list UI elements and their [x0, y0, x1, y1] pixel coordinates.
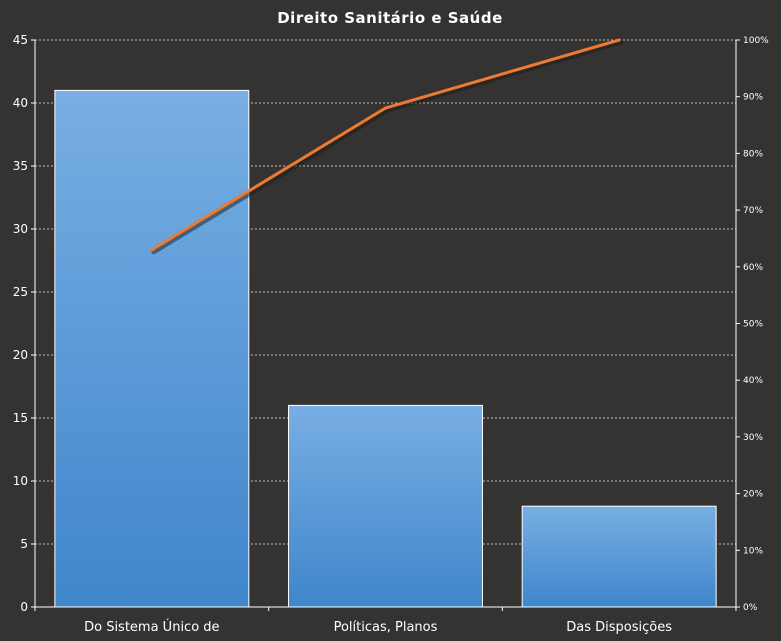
y2-tick-label: 10%	[743, 546, 763, 556]
y-tick-label: 30	[13, 222, 28, 236]
y2-tick-label: 30%	[743, 433, 763, 443]
y2-tick-label: 60%	[743, 263, 763, 273]
bar	[54, 89, 250, 608]
y-tick-label: 5	[20, 537, 28, 551]
line-point	[150, 248, 154, 252]
y-tick-label: 40	[13, 96, 28, 110]
line-shadow	[151, 39, 624, 255]
y-tick-label: 15	[13, 411, 28, 425]
y2-tick-label: 70%	[743, 206, 763, 216]
line-point	[617, 38, 621, 42]
bar	[288, 404, 483, 608]
y2-tick-label: 20%	[743, 490, 763, 500]
category-label: Políticas, Planos	[334, 620, 438, 635]
axes	[31, 39, 740, 611]
y-tick-label: 35	[13, 159, 28, 173]
category-label: Das Disposições	[566, 620, 672, 635]
y2-tick-label: 100%	[743, 36, 769, 46]
category-label: Do Sistema Único de	[84, 619, 219, 635]
line-point	[384, 106, 387, 110]
y2-tick-label: 90%	[743, 93, 763, 103]
bar	[521, 505, 717, 608]
y-tick-label: 25	[13, 285, 28, 299]
y2-tick-label: 80%	[743, 149, 763, 159]
cumulative-line	[150, 38, 624, 255]
bars	[54, 89, 717, 608]
y-tick-label: 10	[13, 474, 28, 488]
y-tick-label: 0	[20, 600, 28, 614]
y2-tick-label: 40%	[743, 376, 763, 386]
y-tick-label: 45	[13, 33, 28, 47]
y2-tick-label: 0%	[743, 603, 758, 613]
y2-tick-label: 50%	[743, 320, 763, 330]
chart-title: Direito Sanitário e Saúde	[277, 9, 503, 27]
labels: 0 5 10 15 20 25 30 35 40 45 0% 10% 20% 30% 40% 50% 60% 70…	[13, 33, 769, 635]
y-tick-label: 20	[13, 348, 28, 362]
